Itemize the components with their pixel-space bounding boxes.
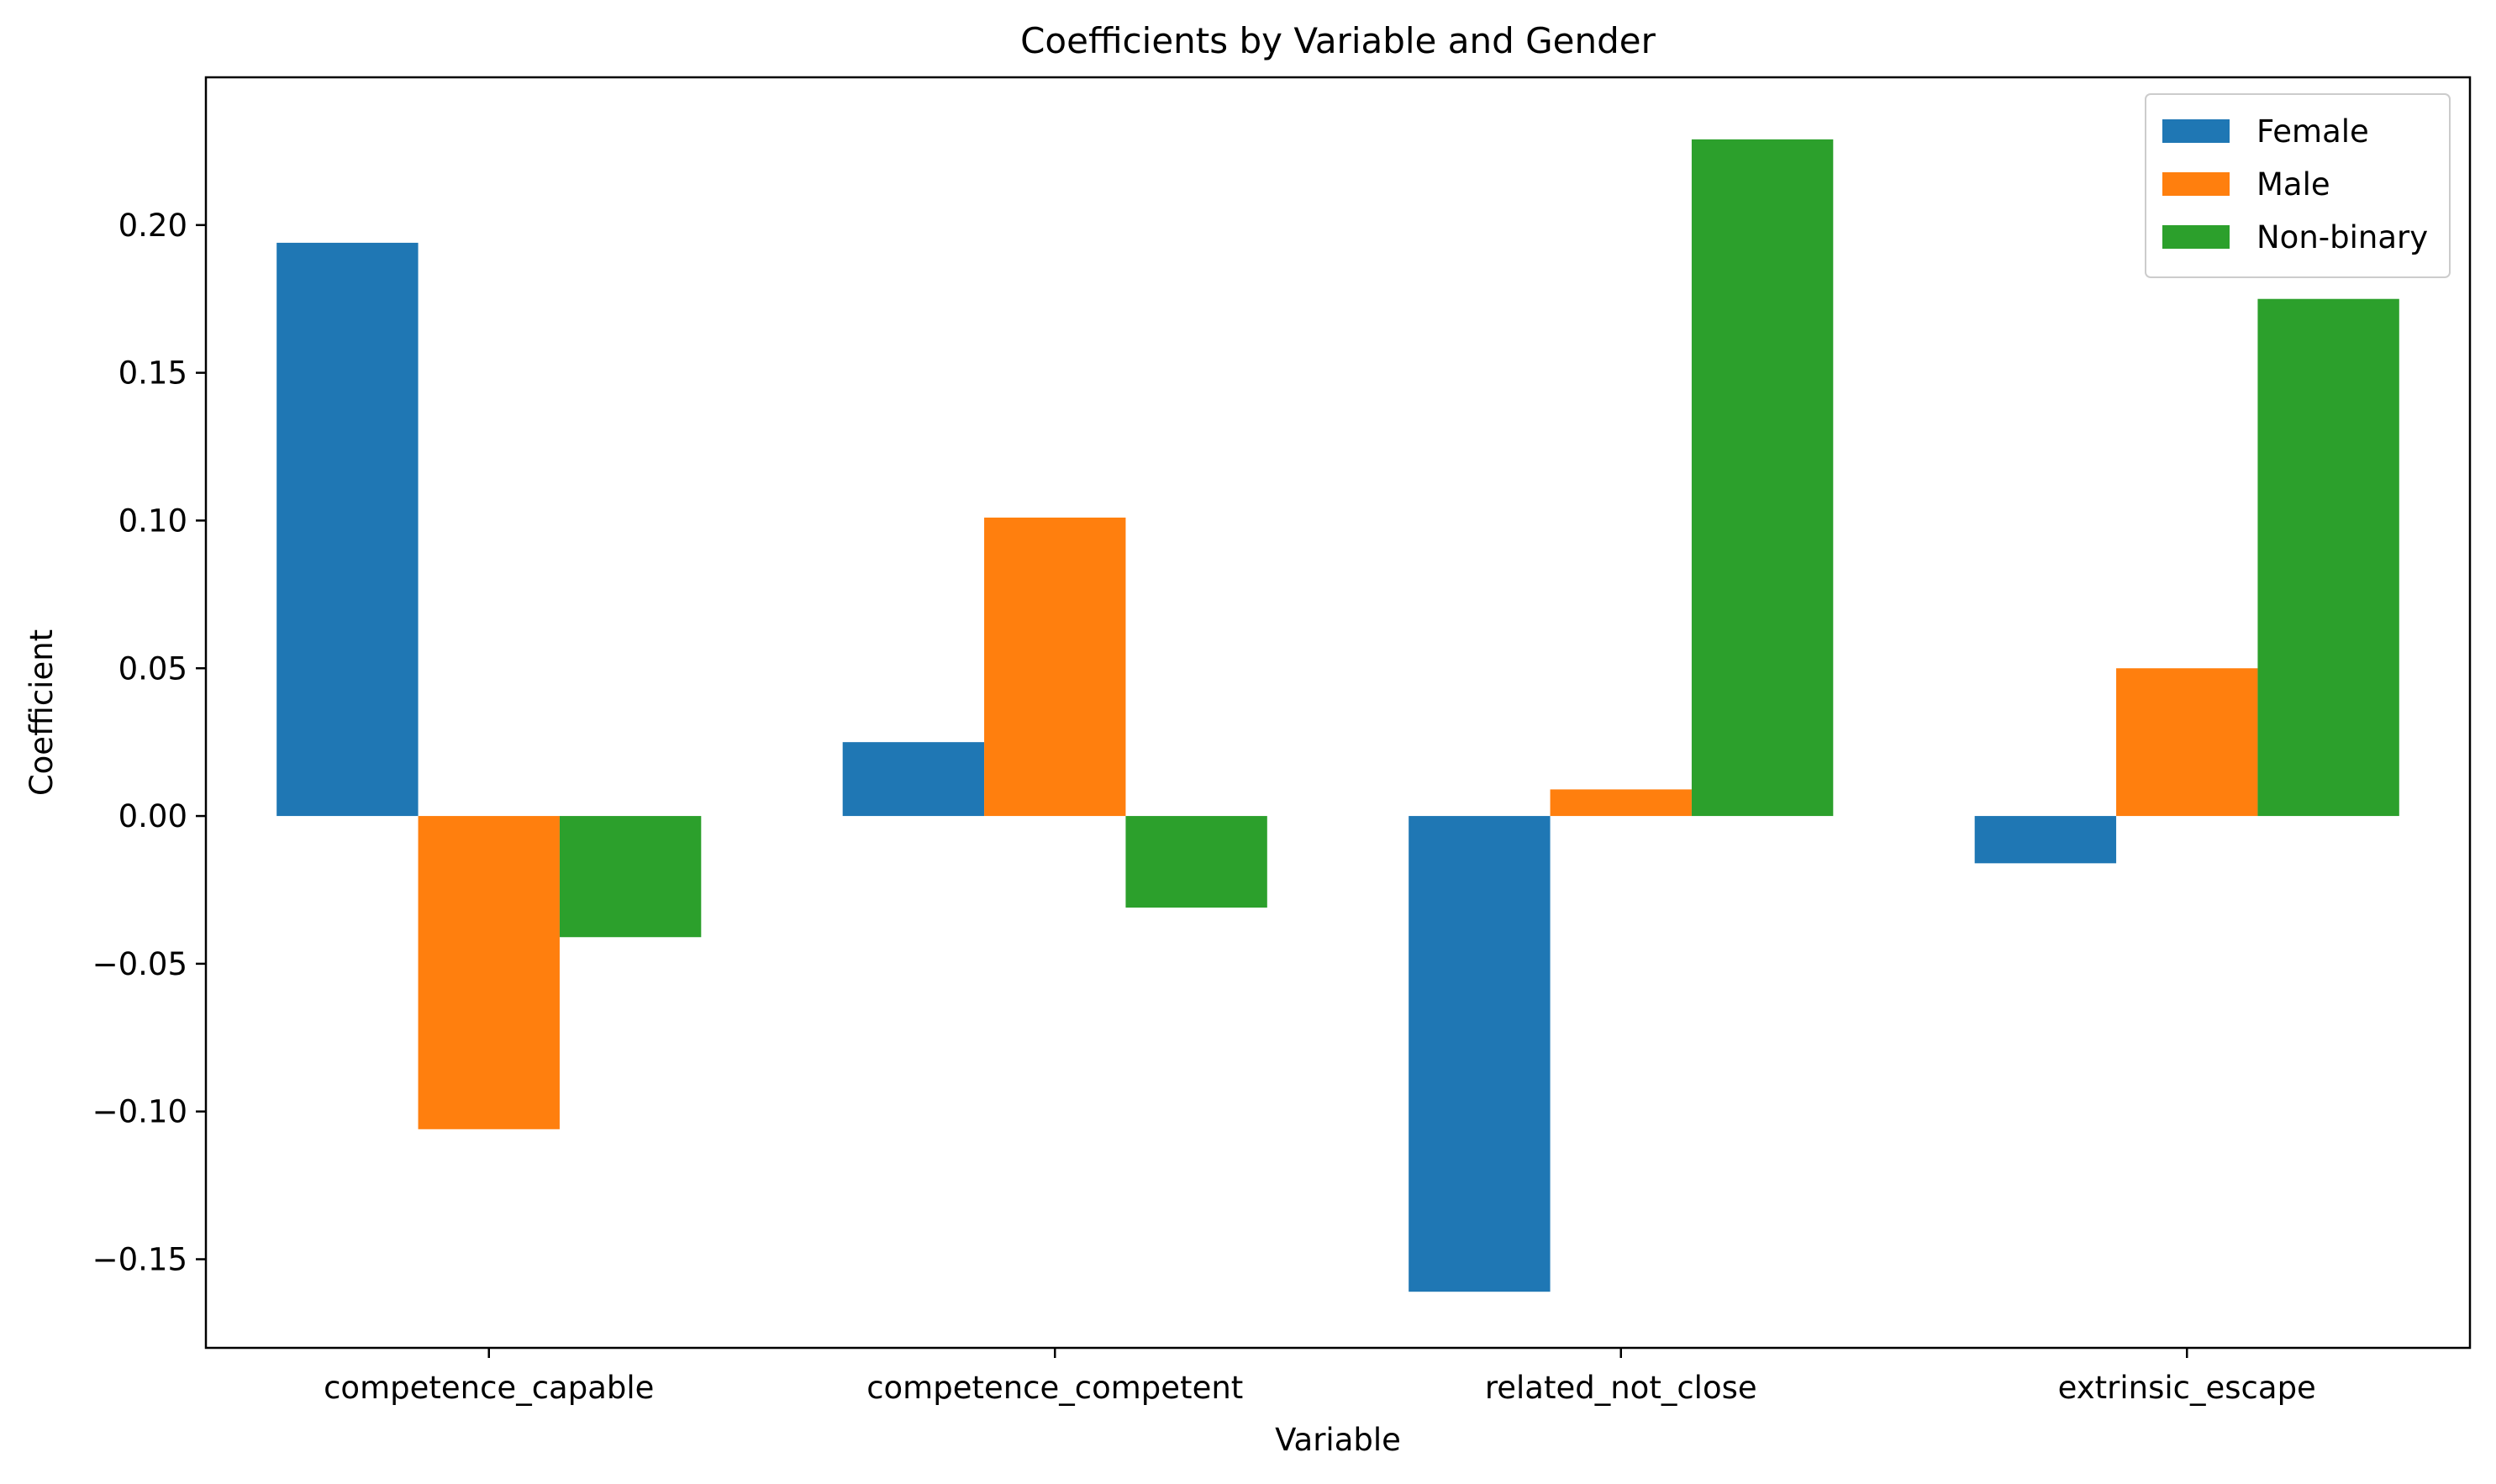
y-tick-label: 0.10 [118,503,187,539]
legend-swatch [2162,172,2230,196]
x-tick-label: competence_competent [866,1370,1243,1406]
legend-swatch [2162,225,2230,249]
legend-swatch [2162,119,2230,143]
bar-male-2 [1550,789,1692,817]
y-tick-label: −0.15 [92,1242,187,1278]
y-tick-label: 0.00 [118,798,187,834]
chart-title: Coefficients by Variable and Gender [1020,20,1656,61]
bar-male-0 [418,816,560,1129]
y-axis-label: Coefficient [24,629,60,796]
legend: Female Male Non-binary [2145,93,2451,278]
bar-male-3 [2116,668,2258,817]
bar-non-binary-2 [1691,139,1834,817]
x-axis-ticks: competence_capable competence_competent re… [324,1348,2316,1406]
legend-label: Male [2256,166,2330,203]
bar-male-1 [984,517,1126,817]
y-tick-label: −0.10 [92,1094,187,1130]
bar-female-1 [842,742,985,817]
bar-non-binary-0 [559,816,702,938]
bar-non-binary-1 [1125,816,1267,908]
legend-label: Non-binary [2256,219,2428,255]
x-tick-label: competence_capable [324,1370,654,1406]
bar-female-0 [276,242,419,817]
x-axis-label: Variable [1275,1422,1401,1458]
plot-frame [204,76,2472,1350]
y-tick-label: 0.05 [118,650,187,687]
y-tick-label: 0.20 [118,208,187,244]
x-tick-label: extrinsic_escape [2058,1370,2316,1406]
bar-female-3 [1974,816,2117,864]
bars [276,139,2399,1292]
bar-non-binary-3 [2257,298,2399,817]
x-tick-label: related_not_close [1485,1370,1757,1406]
bar-female-2 [1409,816,1551,1292]
y-tick-label: 0.15 [118,355,187,392]
y-axis-ticks: −0.15 −0.10 −0.05 0.00 0.05 0.10 0.15 0.20 [92,208,206,1278]
legend-label: Female [2256,113,2369,150]
y-tick-label: −0.05 [92,946,187,982]
